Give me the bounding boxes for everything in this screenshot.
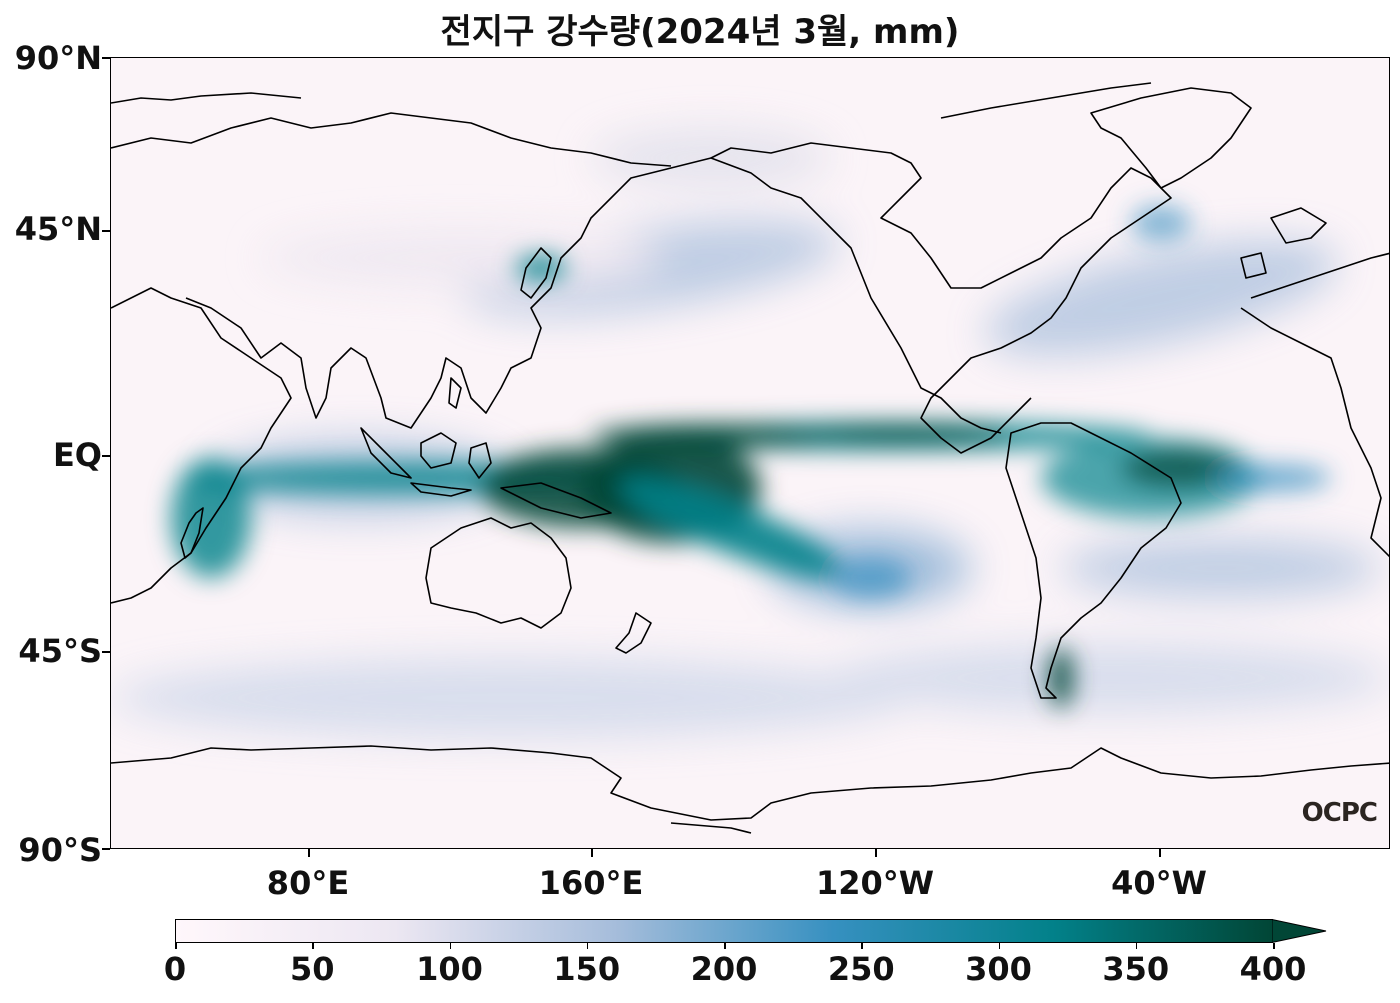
colorbar-tick-label: 250	[827, 950, 895, 988]
y-tick	[102, 57, 110, 59]
colorbar-tick	[724, 943, 726, 949]
x-tick	[875, 849, 877, 857]
colorbar-tick-label: 200	[690, 950, 758, 988]
colorbar	[175, 919, 1273, 943]
x-tick	[591, 849, 593, 857]
colorbar-tick-label: 0	[163, 950, 187, 988]
credit-logo: OCPC	[1301, 798, 1378, 828]
colorbar-tick	[449, 943, 451, 949]
y-tick-label-45S: 45°S	[18, 632, 102, 670]
colorbar-tick	[312, 943, 314, 949]
precipitation-map: OCPC	[110, 57, 1390, 849]
x-tick-label-120W: 120°W	[815, 864, 935, 902]
y-tick-label-eq: EQ	[52, 436, 102, 474]
y-tick-label-45N: 45°N	[14, 210, 102, 248]
colorbar-tick	[861, 943, 863, 949]
colorbar-extend-arrow	[1272, 919, 1327, 943]
y-tick	[102, 230, 110, 232]
colorbar-tick	[998, 943, 1000, 949]
colorbar-tick-label: 300	[965, 950, 1032, 988]
chart-title: 전지구 강수량(2024년 3월, mm)	[440, 12, 960, 52]
colorbar-tick-label: 100	[416, 950, 483, 988]
y-tick-label-90N: 90°N	[14, 39, 102, 77]
y-tick	[102, 651, 110, 653]
colorbar-tick-label: 50	[289, 950, 335, 988]
colorbar-tick	[1135, 943, 1138, 949]
x-tick-label-40W: 40°W	[1111, 864, 1207, 902]
y-tick	[102, 455, 110, 457]
x-tick	[1159, 849, 1161, 857]
colorbar-tick	[586, 943, 589, 949]
colorbar-tick-label: 400	[1239, 950, 1307, 988]
x-tick-label-80E: 80°E	[266, 864, 350, 902]
colorbar-tick-label: 150	[553, 950, 621, 988]
y-tick-label-90S: 90°S	[18, 831, 102, 869]
colorbar-tick-label: 350	[1102, 950, 1170, 988]
coastlines	[111, 82, 1389, 834]
y-tick	[102, 848, 110, 850]
colorbar-tick	[175, 943, 177, 949]
x-tick	[308, 849, 310, 857]
x-tick-label-160E: 160°E	[538, 864, 644, 902]
colorbar-tick	[1273, 943, 1275, 949]
